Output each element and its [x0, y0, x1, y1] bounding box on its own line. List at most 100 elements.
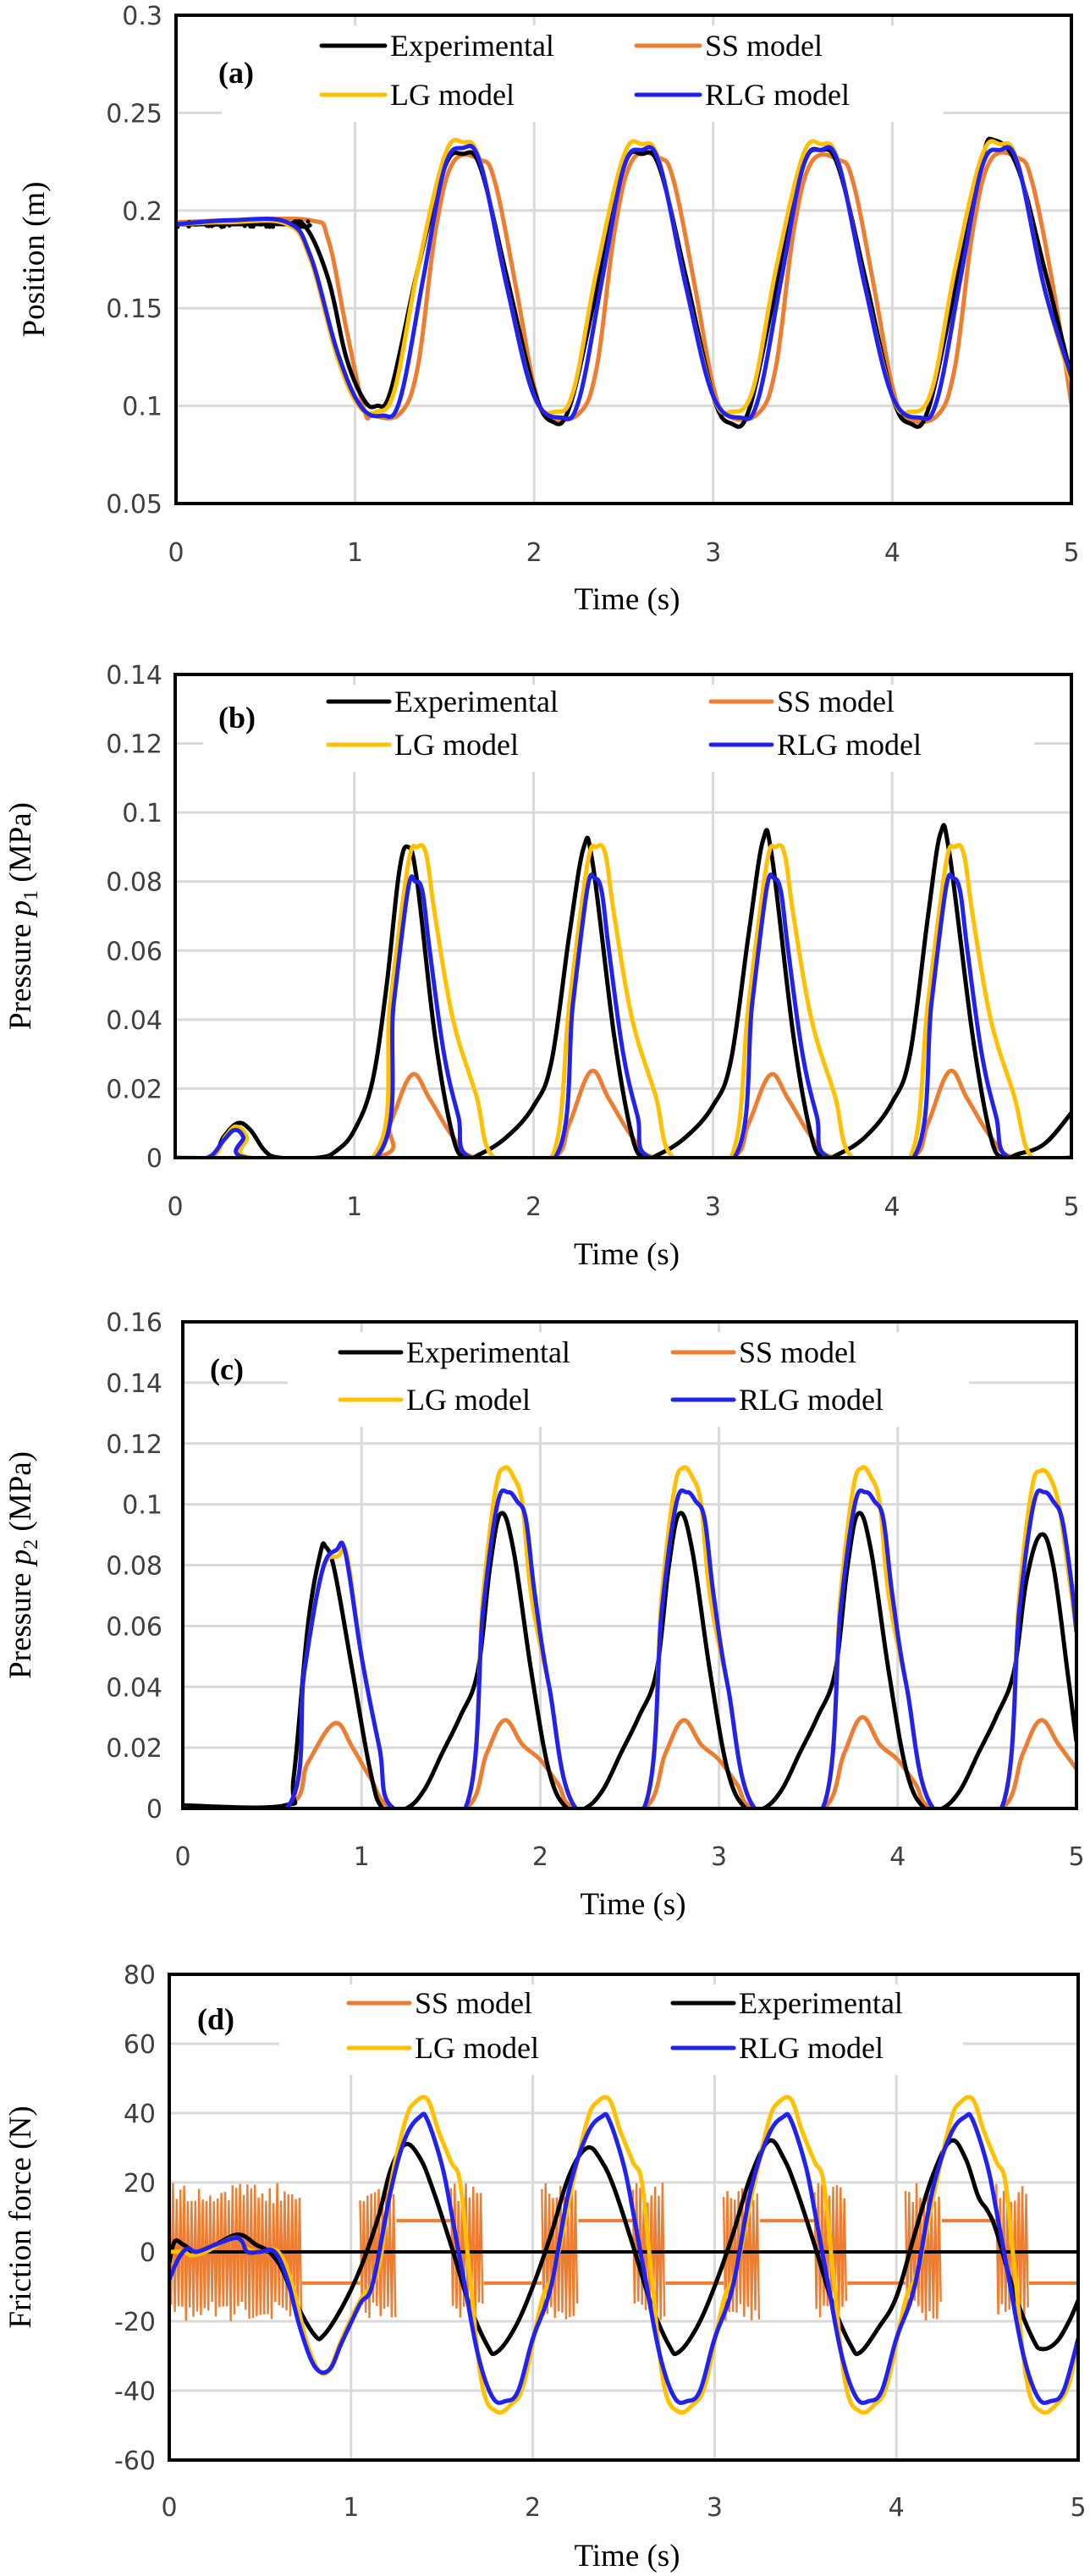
panel-label: (d): [197, 2002, 234, 2036]
x-tick-label: 3: [705, 538, 721, 568]
y-axis-title-sub: 2: [20, 1539, 42, 1549]
legend-label: SS model: [777, 685, 895, 718]
legend-item: LG model: [319, 78, 515, 112]
x-axis-title: Time (s): [574, 1237, 680, 1272]
legend-item: SS model: [670, 1335, 856, 1369]
series-group: [175, 823, 1071, 1158]
experimental-noise-point: [242, 223, 247, 228]
y-tick-label: 0.1: [122, 799, 162, 828]
legend-label: SS model: [415, 1986, 532, 2020]
legend-item: LG model: [346, 2031, 539, 2065]
series-lg-model: [169, 2094, 1078, 2415]
legend: SS model Experimental LG model RLG model: [346, 1986, 903, 2065]
y-tick-label: 0.05: [106, 490, 162, 520]
y-tick-label: -60: [114, 2447, 156, 2476]
legend-label: Experimental: [406, 1335, 570, 1369]
y-axis-title: Position (m): [17, 182, 52, 338]
experimental-noise-point: [259, 222, 264, 227]
x-tick-label: 4: [889, 2493, 905, 2523]
y-axis-title-unit: (MPa): [3, 1451, 38, 1539]
y-axis-title: Friction force (N): [3, 2105, 38, 2328]
x-tick-label: 3: [711, 1842, 727, 1872]
series-experimental: [169, 2138, 1078, 2357]
legend-item: Experimental: [319, 29, 554, 63]
legend-item: SS model: [634, 29, 823, 63]
x-tick-label: 1: [346, 1192, 362, 1222]
y-tick-label: 0: [146, 1144, 162, 1174]
legend-item: LG model: [338, 1383, 531, 1417]
gridlines: [175, 674, 1071, 1158]
experimental-noise-point: [267, 224, 272, 229]
x-tick-label: 3: [705, 1192, 721, 1222]
legend-item: SS model: [708, 685, 895, 718]
x-axis-title: Time (s): [574, 582, 680, 617]
y-tick-label: 80: [124, 1961, 156, 1990]
x-tick-label: 1: [354, 1842, 370, 1872]
plot-frame: [173, 673, 1073, 1159]
y-tick-label: 0.15: [106, 294, 162, 324]
x-axis-title: Time (s): [580, 1887, 685, 1922]
y-tick-label: 0.08: [106, 868, 162, 898]
y-axis-title-sub: 1: [20, 890, 42, 900]
panel-label: (a): [218, 56, 254, 90]
y-tick-label: 20: [124, 2169, 156, 2199]
legend-item: Experimental: [326, 685, 559, 718]
legend-item: RLG model: [670, 1383, 884, 1417]
series-experimental: [183, 1511, 1076, 1808]
experimental-noise-point: [298, 221, 303, 226]
plot-frame: [168, 1973, 1080, 2462]
y-tick-label: 0.25: [106, 99, 162, 129]
x-tick-label: 5: [1068, 1842, 1084, 1872]
y-axis-title-main: Pressure: [3, 1565, 38, 1679]
y-tick-label: 0.04: [106, 1673, 162, 1703]
legend-label: RLG model: [777, 728, 922, 762]
y-tick-label: 0: [140, 2238, 156, 2268]
legend-item: LG model: [326, 728, 519, 762]
x-tick-label: 2: [526, 538, 542, 568]
legend-label: RLG model: [705, 78, 850, 112]
plot-frame: [174, 14, 1073, 505]
panel-label: (c): [210, 1352, 244, 1386]
legend: Experimental SS model LG model RLG model: [338, 1335, 884, 1417]
y-tick-label: 0.02: [106, 1734, 162, 1764]
y-tick-label: 40: [124, 2100, 156, 2129]
legend-item: RLG model: [634, 78, 850, 112]
y-tick-label: 0.12: [106, 1430, 162, 1460]
series-lg-model: [175, 843, 1071, 1158]
y-tick-label: 0.2: [122, 197, 162, 227]
legend-item: SS model: [346, 1986, 532, 2020]
panel-label: (b): [218, 701, 256, 735]
y-tick-label: -40: [114, 2377, 156, 2407]
y-tick-label: 0.12: [106, 730, 162, 760]
y-axis-title-var: p: [3, 1549, 38, 1568]
y-axis-title-var: p: [3, 900, 38, 919]
x-tick-label: 1: [343, 2493, 359, 2523]
panel-b: 0 0.02 0.04 0.06 0.08 0.1 0.12 0.14 0 1 2 3 4 5 Time (…: [3, 661, 1080, 1272]
legend: Experimental SS model LG model RLG model: [326, 685, 922, 762]
legend-label: LG model: [406, 1383, 531, 1417]
legend-item: RLG model: [670, 2031, 884, 2065]
series-group: [176, 136, 1071, 429]
x-tick-label: 0: [167, 1192, 183, 1222]
panel-a: 0.05 0.1 0.15 0.2 0.25 0.3 0 1 2 3 4 5 Time (s) Posit…: [17, 2, 1080, 617]
y-axis-title-unit: (MPa): [3, 802, 38, 890]
series-ss-model: [175, 1068, 1071, 1158]
experimental-noise-point: [271, 224, 276, 229]
y-tick-label: 0.3: [122, 2, 162, 31]
x-tick-label: 4: [884, 1192, 900, 1222]
y-tick-label: 0.14: [106, 1369, 162, 1399]
series-ss-model: [176, 150, 1071, 425]
experimental-noise-point: [264, 224, 269, 229]
y-tick-label: 0.08: [106, 1552, 162, 1582]
legend-item: RLG model: [708, 728, 922, 762]
y-tick-label: 0.16: [106, 1308, 162, 1338]
legend-label: Experimental: [739, 1986, 903, 2020]
x-tick-label: 2: [526, 1192, 542, 1222]
legend-label: SS model: [705, 29, 823, 63]
series-group: [183, 1465, 1076, 1808]
series-rlg-model: [176, 144, 1071, 421]
x-tick-label: 2: [525, 2493, 541, 2523]
x-tick-label: 4: [889, 1842, 906, 1872]
legend-label: SS model: [739, 1335, 856, 1369]
